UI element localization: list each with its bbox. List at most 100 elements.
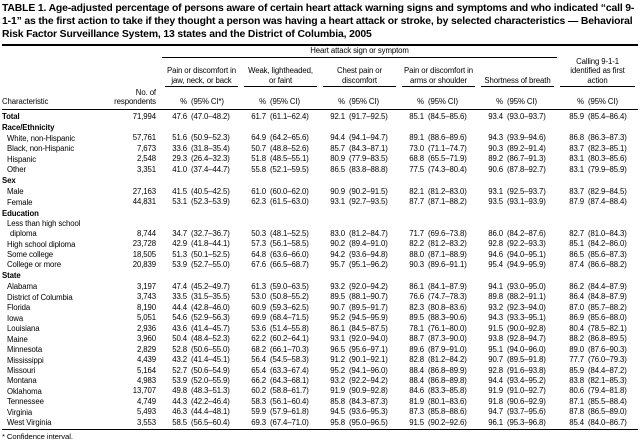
ci-cell: (59.0–63.5) [270,281,309,291]
pct-cell: 85.9 [569,111,585,121]
pct-cell: 95.8 [320,417,345,431]
pct-cell: 90.3 [488,143,503,153]
pct-cell: 61.7 [251,111,266,121]
respondents-cell: 4,983 [136,375,156,385]
table-row: Minnesota 2,829 52.8 (50.6–55.0) 68.2 (66.1–7… [2,345,638,355]
ci-header: (95% CI) [424,86,478,110]
pct-cell: 52.7 [172,365,187,375]
pct-cell: 87.8 [569,407,585,417]
ci-cell: (87.6–90.3) [588,344,627,354]
ci-header: (95% CI*) [187,86,241,110]
pct-cell: 91.2 [330,355,345,365]
ci-cell: (81.2–83.0) [428,186,467,196]
pct-cell: 82.7 [569,228,585,238]
ci-cell: (56.5–60.4) [187,417,241,431]
respondents-cell: 44,831 [132,197,156,207]
pct-cell: 60.9 [251,302,266,312]
ci-cell: (66.5–68.7) [270,260,309,269]
ci-cell: (61.1–62.4) [270,111,309,121]
pct-cell: 89.5 [330,292,345,302]
pct-header: % [478,86,503,110]
table-row: College or more 20,839 53.9 (52.7–55.0) 67.6… [2,260,638,270]
pct-cell: 77.7 [569,355,585,365]
pct-cell: 93.2 [330,375,345,385]
pct-cell: 89.8 [488,292,503,302]
section-label: Education [2,208,39,218]
table-row: Tennessee 4,749 44.3 (42.2–46.4) 58.3 (56.1–6… [2,397,638,407]
ci-cell: (93.9–94.6) [507,133,546,143]
pct-cell: 90.7 [330,302,345,312]
pct-cell: 78.1 [409,323,424,333]
ci-cell: (48.8–52.6) [270,143,309,153]
ci-cell: (82.9–84.5) [588,186,627,196]
pct-cell: 61.0 [251,186,266,196]
pct-cell: 82.1 [409,186,424,196]
pct-cell: 94.3 [488,313,503,323]
ci-cell: (63.6–66.0) [270,249,309,259]
ci-cell: (93.0–95.0) [507,281,546,291]
ci-cell: (79.9–85.9) [588,164,627,174]
ci-cell: (84.0–86.7) [584,417,639,431]
pct-cell: 56.4 [251,355,266,365]
ci-cell: (82.1–85.3) [588,375,627,385]
ci-cell: (93.4–95.2) [507,375,546,385]
ci-cell: (84.8–87.9) [588,292,627,302]
respondents-cell: 7,673 [136,143,156,153]
ci-cell: (87.3–90.0) [428,334,467,344]
ci-cell: (79.4–81.8) [588,386,627,396]
ci-cell: (86.7–91.3) [507,154,546,164]
pct-cell: 52.8 [172,344,187,354]
pct-cell: 34.7 [172,228,187,238]
table-row: Iowa 5,051 54.6 (52.9–56.3) 69.9 (68.4–71.5) 9… [2,313,638,323]
pct-cell: 68.8 [409,154,424,164]
ci-cell: (68.4–71.5) [270,313,309,323]
pct-cell: 83.0 [330,228,345,238]
ci-cell: (93.6–94.8) [349,249,388,259]
pct-cell: 89.0 [569,344,585,354]
ci-cell: (86.8–89.9) [428,365,467,375]
pct-cell: 93.2 [488,302,503,312]
respondents-cell: 2,829 [136,344,156,354]
pct-cell: 86.1 [330,323,345,333]
pct-cell: 51.8 [251,154,266,164]
row-label-wrap: diploma [10,229,37,239]
ci-cell: (94.5–95.9) [349,313,388,323]
ci-cell: (92.5–93.7) [507,186,546,196]
ci-cell: (32.7–36.7) [191,228,230,238]
section-label: Race/Ethnicity [2,123,55,133]
ci-cell: (90.1–92.1) [349,355,388,365]
pct-header: % [557,86,585,110]
ci-cell: (50.9–52.3) [191,133,230,143]
respondents-cell: 3,197 [136,281,156,291]
pct-cell: 96.1 [478,417,503,431]
respondents-cell: 8,190 [136,302,156,312]
pct-cell: 86.5 [330,164,345,174]
pct-cell: 86.1 [409,281,424,291]
ci-cell: (87.9–91.0) [428,344,467,354]
ci-cell: (87.1–88.9) [428,249,467,259]
pct-header: % [399,86,424,110]
pct-cell: 59.9 [251,407,266,417]
pct-cell: 65.4 [251,365,266,375]
pct-cell: 53.1 [172,197,187,207]
table-row: Some college 18,505 51.3 (50.1–52.5) 64.8 (63… [2,250,638,260]
pct-cell: 86.5 [569,249,585,259]
respondents-header: No. of respondents [110,86,162,110]
pct-cell: 87.1 [569,396,585,406]
pct-cell: 88.4 [409,375,424,385]
ci-cell: (94.0–95.1) [507,249,546,259]
footnote: * Confidence interval. [2,432,73,441]
pct-cell: 94.4 [330,133,345,143]
table-row: Hispanic 2,548 29.3 (26.4–32.3) 51.8 (48.5–55… [2,154,638,164]
pct-cell: 86.0 [488,228,503,238]
ci-cell: (92.2–94.2) [349,375,388,385]
respondents-cell: 2,936 [136,323,156,333]
ci-cell: (52.9–56.3) [191,313,230,323]
pct-cell: 85.4 [557,417,585,431]
pct-cell: 68.2 [251,344,266,354]
pct-cell: 58.3 [251,396,266,406]
pct-header: % [320,86,345,110]
ci-cell: (31.8–35.4) [191,143,230,153]
pct-cell: 57.3 [251,239,266,249]
